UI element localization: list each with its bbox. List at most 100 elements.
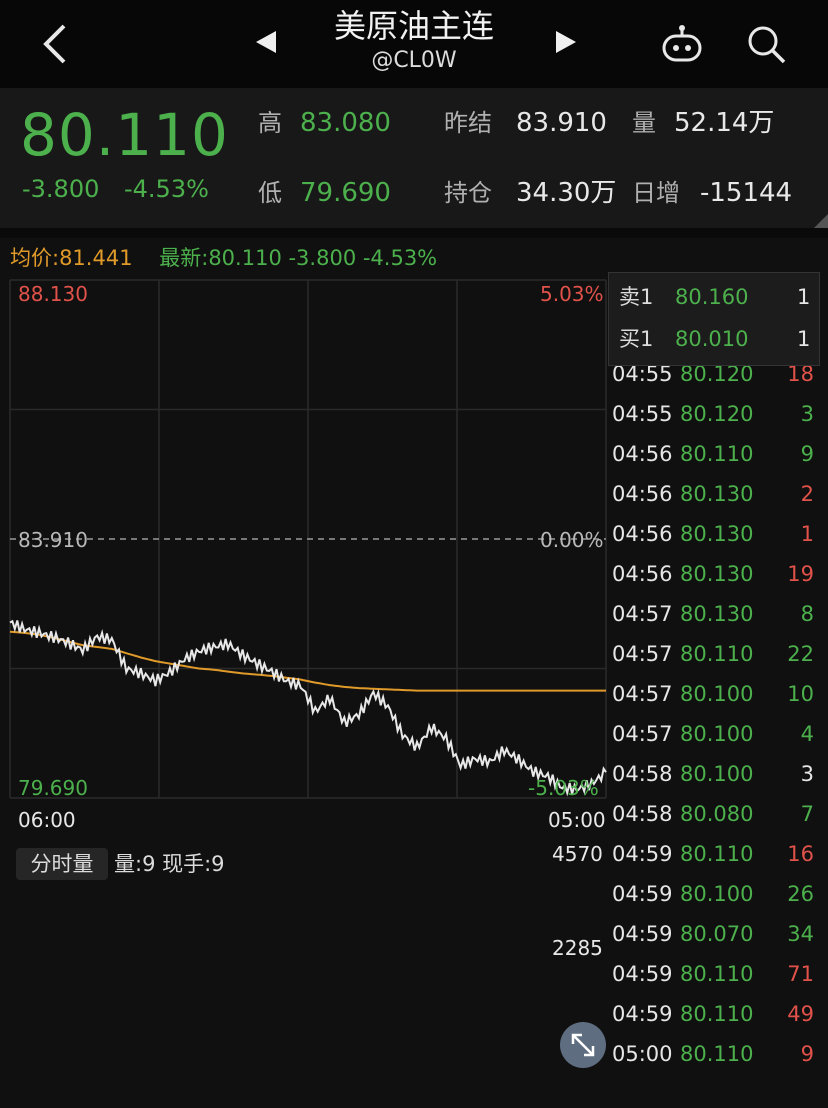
axis-mid-price: 83.910	[18, 528, 88, 552]
avg-price-text: 均价:81.441	[10, 246, 133, 270]
price-change-pct: -4.53%	[124, 175, 209, 203]
axis-mid-pct: 0.00%	[540, 528, 604, 552]
tick-volume: 26	[787, 882, 814, 906]
daily-change-value: -15144	[700, 178, 793, 208]
volume-tab[interactable]: 分时量	[16, 848, 108, 880]
tick-price: 80.080	[680, 802, 754, 826]
chevron-left-icon	[43, 24, 66, 64]
ask-qty: 1	[797, 285, 811, 309]
tick-volume: 7	[800, 802, 814, 826]
tick-volume: 34	[787, 922, 814, 946]
tick-price: 80.070	[680, 922, 754, 946]
tick-row: 04:57 80.130 8	[608, 594, 820, 634]
robot-button[interactable]	[660, 24, 704, 64]
tick-row: 04:58 80.080 7	[608, 794, 820, 834]
prev-close-label: 昨结	[444, 109, 492, 137]
tick-row: 04:59 80.110 49	[608, 994, 820, 1034]
ask-price: 80.160	[675, 285, 749, 309]
tick-time: 05:00	[612, 1042, 673, 1066]
tick-row: 04:56 80.110 9	[608, 434, 820, 474]
tick-volume: 71	[787, 962, 814, 986]
bid-qty: 1	[797, 327, 811, 351]
prev-close-value: 83.910	[516, 108, 607, 138]
tick-row: 04:59 80.100 26	[608, 874, 820, 914]
tick-volume: 2	[800, 482, 814, 506]
ask-label: 卖1	[619, 285, 654, 309]
tick-row: 04:59 80.110 71	[608, 954, 820, 994]
trade-ticks-list[interactable]: 04:55 80.120 18 04:55 80.120 3 04:56 80.110 9 04:…	[608, 366, 820, 1066]
price-line	[9, 619, 607, 797]
tick-row: 04:57 80.100 10	[608, 674, 820, 714]
tick-time: 04:56	[612, 522, 673, 546]
tick-price: 80.110	[680, 442, 754, 466]
tick-volume: 1	[800, 522, 814, 546]
tick-time: 04:57	[612, 722, 673, 746]
expand-corner-icon[interactable]	[814, 214, 828, 228]
order-book: 卖1 80.160 1 买1 80.010 1	[608, 272, 820, 366]
axis-start-time: 06:00	[18, 808, 76, 832]
tick-time: 04:55	[612, 402, 673, 426]
low-label: 低	[258, 179, 282, 207]
high-label: 高	[258, 109, 282, 137]
volume-info: 量:9 现手:9	[114, 852, 225, 876]
latest-price-text: 最新:80.110 -3.800 -4.53%	[159, 246, 438, 270]
tick-row: 04:55 80.120 18	[608, 366, 820, 394]
tick-row: 04:59 80.110 16	[608, 834, 820, 874]
tick-price: 80.100	[680, 722, 754, 746]
tick-time: 04:59	[612, 882, 673, 906]
bid-row: 买1 80.010 1	[609, 319, 819, 359]
search-button[interactable]	[744, 22, 788, 66]
tick-row: 04:56 80.130 19	[608, 554, 820, 594]
triangle-left-icon	[256, 31, 276, 53]
tick-price: 80.110	[680, 642, 754, 666]
contract-code: @CL0W	[371, 48, 457, 73]
prev-contract-button[interactable]	[252, 28, 280, 56]
tick-row: 04:56 80.130 2	[608, 474, 820, 514]
bid-price: 80.010	[675, 327, 749, 351]
back-button[interactable]	[36, 22, 76, 66]
high-value: 83.080	[300, 108, 391, 138]
axis-bottom-pct: -5.03%	[528, 776, 599, 800]
tick-price: 80.110	[680, 1002, 754, 1026]
tick-price: 80.130	[680, 562, 754, 586]
tick-volume: 10	[787, 682, 814, 706]
tick-price: 80.120	[680, 402, 754, 426]
volume-max-label: 4570	[552, 842, 603, 866]
volume-label: 量	[632, 109, 656, 137]
tick-row: 04:58 80.100 3	[608, 754, 820, 794]
next-contract-button[interactable]	[552, 28, 580, 56]
robot-icon	[662, 25, 702, 62]
tick-time: 04:56	[612, 562, 673, 586]
tick-time: 04:57	[612, 642, 673, 666]
tick-price: 80.100	[680, 762, 754, 786]
search-icon	[748, 26, 786, 64]
tick-volume: 19	[787, 562, 814, 586]
tick-row: 04:55 80.120 3	[608, 394, 820, 434]
expand-chart-button[interactable]	[560, 1022, 606, 1068]
tick-time: 04:59	[612, 962, 673, 986]
tick-time: 04:56	[612, 482, 673, 506]
price-change: -3.800	[22, 175, 100, 203]
tick-volume: 9	[800, 1042, 814, 1066]
triangle-right-icon	[556, 31, 576, 53]
tick-row: 04:59 80.070 34	[608, 914, 820, 954]
tick-volume: 8	[800, 602, 814, 626]
quote-panel: 80.110 -3.800 -4.53% 高 83.080 低 79.690 昨…	[0, 88, 828, 228]
expand-arrows-icon	[571, 1033, 595, 1057]
tick-price: 80.110	[680, 1042, 754, 1066]
tick-time: 04:56	[612, 442, 673, 466]
tick-price: 80.130	[680, 482, 754, 506]
tick-time: 04:58	[612, 802, 673, 826]
tick-time: 04:59	[612, 842, 673, 866]
tick-time: 04:58	[612, 762, 673, 786]
tick-row: 05:00 80.110 9	[608, 1034, 820, 1066]
tick-volume: 4	[800, 722, 814, 746]
volume-value: 52.14万	[674, 108, 775, 138]
tick-volume: 9	[800, 442, 814, 466]
open-interest-value: 34.30万	[516, 178, 617, 208]
open-interest-label: 持仓	[444, 179, 492, 207]
tick-price: 80.110	[680, 962, 754, 986]
tick-price: 80.120	[680, 366, 754, 386]
tick-price: 80.110	[680, 842, 754, 866]
price-chart[interactable]	[0, 272, 608, 812]
